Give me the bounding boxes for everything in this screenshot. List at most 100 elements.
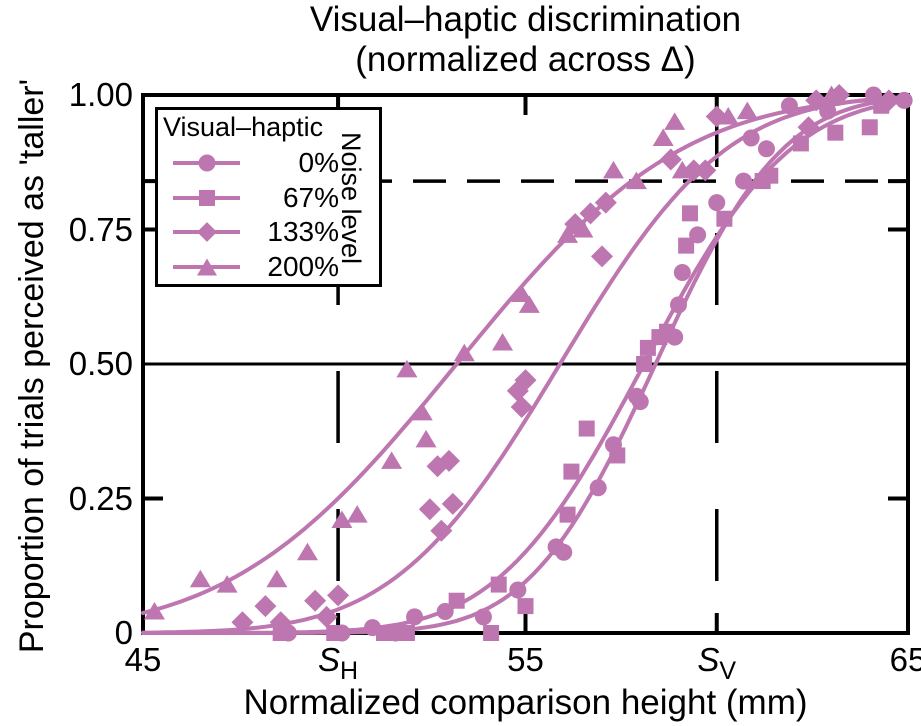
legend-entry-label: 200% xyxy=(267,251,339,282)
data-point-square xyxy=(398,625,415,641)
square-icon xyxy=(198,190,215,206)
curve-200% xyxy=(141,95,910,615)
data-point-square xyxy=(827,124,844,141)
x-tick-subscript: H xyxy=(340,657,359,685)
data-point-diamond xyxy=(441,492,464,515)
data-point-square xyxy=(563,463,580,480)
circle-icon xyxy=(198,154,215,172)
data-point-circle xyxy=(757,140,775,158)
data-point-triangle xyxy=(625,171,647,190)
data-point-diamond xyxy=(514,369,537,392)
data-point-diamond xyxy=(418,498,441,521)
data-point-triangle xyxy=(518,295,540,313)
data-point-diamond xyxy=(304,589,327,612)
data-point-square xyxy=(681,205,698,222)
data-point-square xyxy=(861,119,878,136)
data-point-square xyxy=(716,210,733,227)
data-point-triangle xyxy=(143,601,165,620)
data-point-square xyxy=(559,506,576,523)
data-point-diamond xyxy=(594,191,617,214)
data-point-square xyxy=(326,625,343,641)
data-point-triangle xyxy=(602,160,624,179)
data-point-diamond xyxy=(315,605,338,628)
y-tick-label-0.75: 0.75 xyxy=(68,210,133,248)
data-point-circle xyxy=(555,543,573,561)
markers-200% xyxy=(143,85,842,620)
data-point-diamond xyxy=(805,89,828,112)
markers-67% xyxy=(272,97,890,641)
data-point-triangle xyxy=(266,569,288,588)
data-point-triangle xyxy=(671,160,693,179)
data-point-diamond xyxy=(231,611,254,634)
x-tick-subscript: V xyxy=(719,657,737,685)
data-point-square xyxy=(578,420,595,437)
curve-133% xyxy=(141,95,910,635)
data-point-triangle xyxy=(346,505,368,523)
data-point-triangle xyxy=(717,107,739,125)
data-point-triangle xyxy=(381,451,403,469)
data-point-triangle xyxy=(415,429,437,448)
data-point-circle xyxy=(735,172,753,190)
legend-entry-label: 67% xyxy=(282,182,339,213)
data-point-square xyxy=(678,237,695,254)
x-tick-label-SH: SH xyxy=(318,641,359,685)
data-point-triangle xyxy=(331,510,353,529)
legend-entry-label: 0% xyxy=(298,147,339,178)
data-point-circle xyxy=(673,264,691,282)
data-point-triangle xyxy=(492,332,514,351)
data-point-triangle xyxy=(511,284,533,303)
triangle-icon xyxy=(196,258,217,276)
data-point-circle xyxy=(474,608,492,626)
data-point-square xyxy=(483,625,500,641)
legend-title: Visual–haptic xyxy=(163,112,324,142)
x-tick-label-65: 65 xyxy=(889,641,921,678)
data-point-diamond xyxy=(591,245,613,268)
y-tick-label-1.00: 1.00 xyxy=(68,76,133,113)
chart-title-line1: Visual–haptic discrimination xyxy=(309,0,742,39)
triangle-legend-sample xyxy=(173,250,240,284)
legend-side-label: Noise level xyxy=(336,132,366,265)
square-legend-sample xyxy=(173,181,240,215)
data-point-diamond xyxy=(430,519,453,542)
data-point-circle xyxy=(708,194,726,212)
data-point-circle xyxy=(406,608,424,626)
x-tick-label-55: 55 xyxy=(507,641,544,678)
data-point-triangle xyxy=(411,402,433,421)
data-point-square xyxy=(609,447,626,464)
data-point-triangle xyxy=(736,101,758,120)
data-point-diamond xyxy=(327,584,350,607)
data-point-square xyxy=(375,625,392,641)
data-point-square xyxy=(792,135,809,152)
data-point-diamond xyxy=(269,611,292,634)
data-point-square xyxy=(762,167,779,184)
x-tick-label-45: 45 xyxy=(124,641,162,678)
data-point-diamond xyxy=(797,116,820,139)
data-point-diamond xyxy=(510,396,533,419)
data-point-triangle xyxy=(557,225,579,243)
data-point-triangle xyxy=(453,343,475,362)
y-tick-label-0: 0 xyxy=(114,614,133,651)
data-point-diamond xyxy=(254,595,277,618)
markers-133% xyxy=(231,84,900,634)
chart-title: Visual–haptic discrimination (normalized… xyxy=(143,0,908,80)
x-tick-label-SV: SV xyxy=(697,641,737,685)
data-point-circle xyxy=(631,393,649,411)
data-point-triangle xyxy=(296,542,318,561)
data-point-diamond xyxy=(694,159,717,182)
data-point-diamond xyxy=(579,202,602,225)
data-point-square xyxy=(448,592,465,609)
data-point-diamond xyxy=(877,89,900,112)
data-point-circle xyxy=(819,102,837,120)
axis-ticks xyxy=(143,95,908,633)
data-point-triangle xyxy=(572,220,594,238)
data-point-diamond xyxy=(438,449,460,472)
diamond-legend-sample xyxy=(173,215,240,249)
data-point-circle xyxy=(742,129,760,147)
y-tick-label-0.50: 0.50 xyxy=(68,345,133,382)
data-point-square xyxy=(659,323,676,340)
legend-entry-label: 133% xyxy=(267,216,339,247)
circle-legend-sample xyxy=(173,146,240,180)
curve-67% xyxy=(141,98,910,635)
